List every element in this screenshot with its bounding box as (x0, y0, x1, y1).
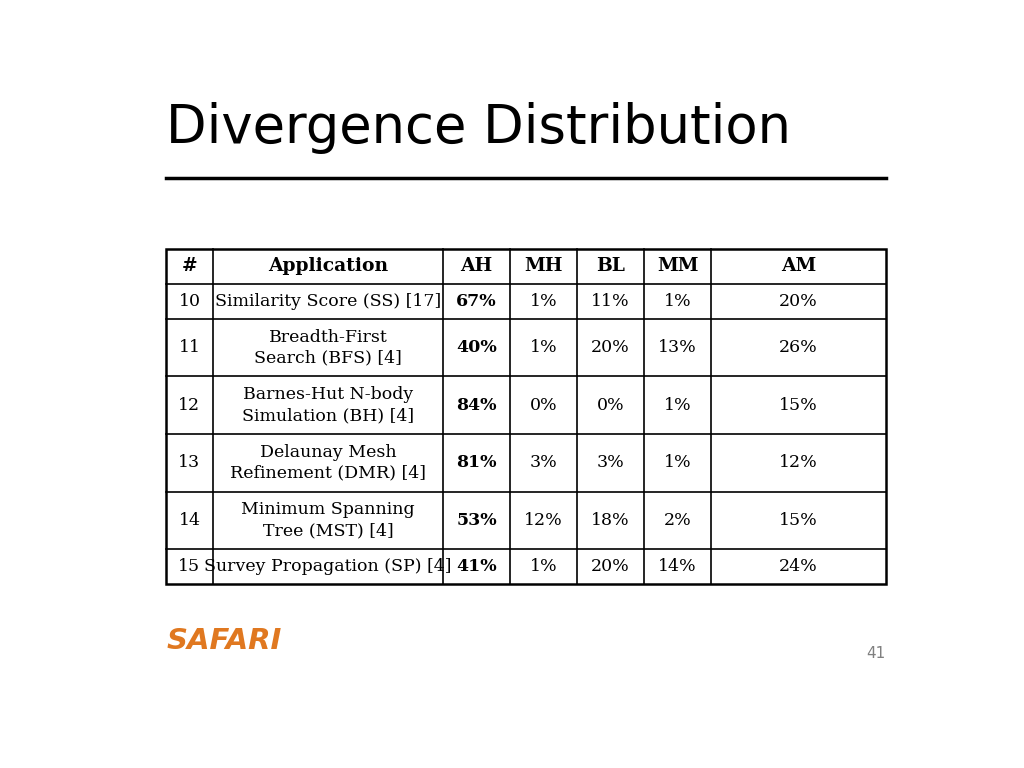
Text: 12: 12 (178, 396, 201, 414)
Text: AH: AH (461, 257, 493, 276)
Text: 1%: 1% (529, 293, 557, 310)
Text: 1%: 1% (664, 396, 691, 414)
Text: 24%: 24% (779, 558, 818, 575)
Text: 10: 10 (178, 293, 201, 310)
Text: 11: 11 (178, 339, 201, 356)
Text: 18%: 18% (591, 512, 630, 529)
Text: 15: 15 (178, 558, 201, 575)
Text: AM: AM (781, 257, 816, 276)
Text: 41: 41 (866, 646, 886, 661)
Text: 3%: 3% (597, 455, 625, 472)
Text: 41%: 41% (457, 558, 497, 575)
Text: 84%: 84% (457, 396, 497, 414)
Text: 11%: 11% (591, 293, 630, 310)
Text: 1%: 1% (529, 558, 557, 575)
Text: 14: 14 (178, 512, 201, 529)
Text: MH: MH (524, 257, 563, 276)
Bar (166, 249, 886, 584)
Text: MM: MM (656, 257, 698, 276)
Text: 20%: 20% (779, 293, 818, 310)
Text: Delaunay Mesh
Refinement (DMR) [4]: Delaunay Mesh Refinement (DMR) [4] (230, 444, 426, 482)
Text: 53%: 53% (457, 512, 497, 529)
Text: Minimum Spanning
Tree (MST) [4]: Minimum Spanning Tree (MST) [4] (242, 502, 415, 539)
Text: #: # (181, 257, 198, 276)
Text: 67%: 67% (457, 293, 497, 310)
Text: 81%: 81% (457, 455, 497, 472)
Text: 0%: 0% (597, 396, 625, 414)
Text: 2%: 2% (664, 512, 691, 529)
Text: 15%: 15% (779, 512, 818, 529)
Text: 13%: 13% (658, 339, 697, 356)
Text: BL: BL (596, 257, 625, 276)
Text: 1%: 1% (664, 293, 691, 310)
Text: Survey Propagation (SP) [4]: Survey Propagation (SP) [4] (205, 558, 452, 575)
Text: Application: Application (268, 257, 388, 276)
Text: 1%: 1% (529, 339, 557, 356)
Text: 20%: 20% (591, 558, 630, 575)
Text: 20%: 20% (591, 339, 630, 356)
Text: 12%: 12% (524, 512, 563, 529)
Text: 26%: 26% (779, 339, 818, 356)
Text: 12%: 12% (779, 455, 818, 472)
Text: 15%: 15% (779, 396, 818, 414)
Text: 1%: 1% (664, 455, 691, 472)
Text: 14%: 14% (658, 558, 696, 575)
Text: 13: 13 (178, 455, 201, 472)
Text: Barnes-Hut N-body
Simulation (BH) [4]: Barnes-Hut N-body Simulation (BH) [4] (242, 386, 414, 424)
Text: 40%: 40% (457, 339, 497, 356)
Text: Divergence Distribution: Divergence Distribution (166, 102, 792, 154)
Text: Breadth-First
Search (BFS) [4]: Breadth-First Search (BFS) [4] (254, 329, 402, 366)
Text: 3%: 3% (529, 455, 557, 472)
Text: Similarity Score (SS) [17]: Similarity Score (SS) [17] (215, 293, 441, 310)
Text: 0%: 0% (529, 396, 557, 414)
Text: SAFARI: SAFARI (166, 627, 282, 655)
